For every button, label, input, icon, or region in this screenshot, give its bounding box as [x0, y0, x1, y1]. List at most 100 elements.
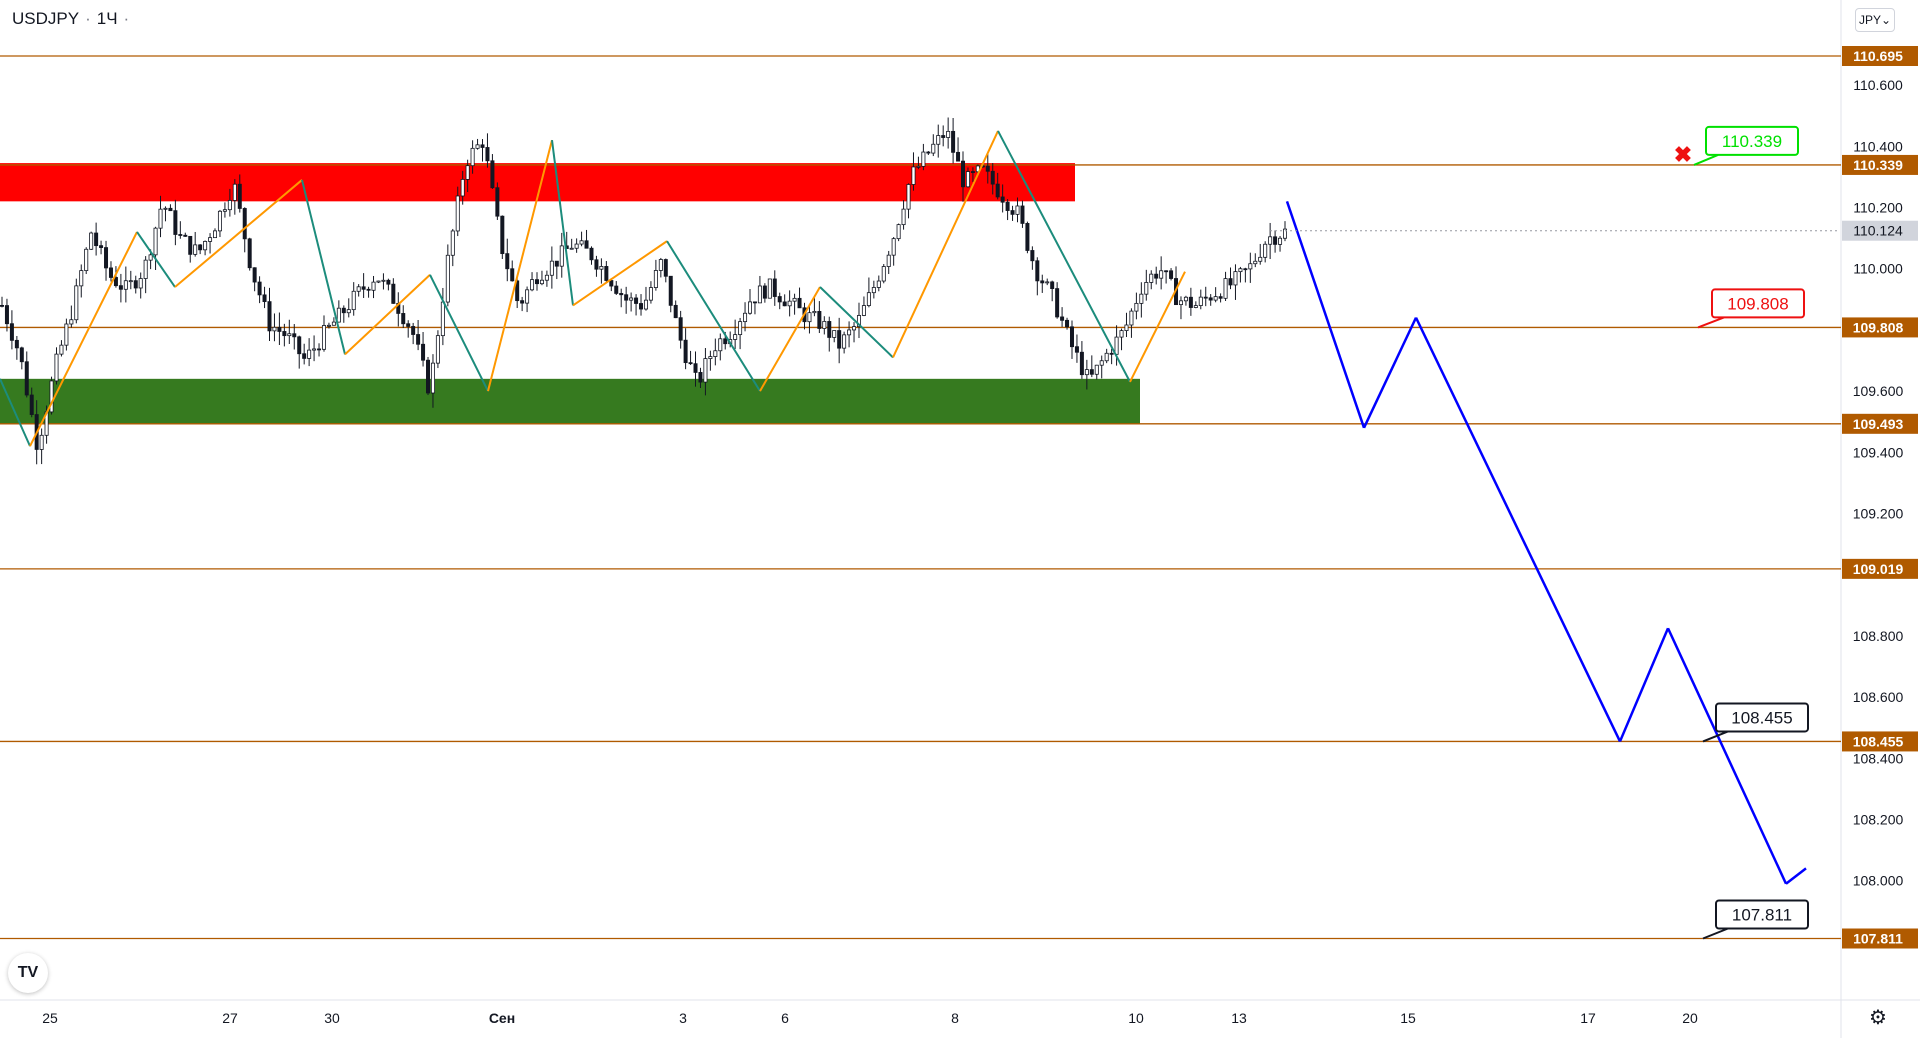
gear-icon[interactable]: ⚙	[1869, 1007, 1887, 1029]
current-price-label-text: 110.124	[1853, 223, 1903, 239]
zigzag-segment[interactable]	[487, 139, 553, 392]
candle-body	[89, 232, 94, 250]
time-axis-tick: 10	[1128, 1010, 1144, 1026]
zigzag-segment[interactable]	[174, 179, 303, 288]
candle-body	[842, 334, 847, 349]
candle-body	[762, 285, 767, 299]
candle-body	[683, 339, 688, 364]
candle-body	[272, 326, 277, 332]
candle-body	[574, 243, 579, 249]
price-callout[interactable]	[1705, 125, 1799, 156]
zigzag-segment[interactable]	[136, 231, 176, 288]
zigzag-segment[interactable]	[0, 378, 31, 447]
currency-dropdown-button[interactable]: JPY⌄	[1855, 8, 1895, 32]
zigzag-segment[interactable]	[429, 274, 489, 392]
zigzag-segment[interactable]	[819, 286, 894, 359]
candle-body	[450, 230, 455, 256]
candle-body	[901, 208, 906, 226]
candle-body	[237, 183, 242, 209]
level-price-label-text: 107.811	[1853, 931, 1903, 947]
candle-body	[222, 209, 227, 212]
candle-body	[530, 279, 535, 291]
candle-body	[624, 294, 629, 301]
candle-body	[876, 280, 881, 288]
candle-body	[559, 245, 564, 267]
candle-body	[1114, 336, 1119, 355]
zigzag-segment[interactable]	[344, 274, 431, 356]
level-price-label[interactable]	[1842, 413, 1918, 434]
candle-body	[658, 259, 663, 271]
candle-body	[455, 195, 460, 232]
candle-body	[792, 297, 797, 302]
candle-body	[985, 165, 990, 172]
candle-body	[341, 307, 346, 314]
candle-body	[307, 349, 312, 359]
candle-body	[599, 266, 604, 270]
candle-body	[1035, 260, 1040, 282]
level-price-label[interactable]	[1842, 928, 1918, 949]
zigzag-segment[interactable]	[759, 286, 821, 392]
zigzag-segment[interactable]	[551, 140, 574, 306]
forecast-arrow-segment[interactable]	[1414, 317, 1622, 742]
price-callout[interactable]	[1715, 702, 1809, 733]
support-zone[interactable]	[0, 378, 1140, 424]
zigzag-segment[interactable]	[572, 240, 668, 307]
forecast-arrow-segment[interactable]	[1618, 627, 1670, 742]
level-price-label[interactable]	[1842, 558, 1918, 579]
candle-body	[213, 230, 218, 239]
candle-body	[485, 147, 490, 162]
forecast-arrow-segment[interactable]	[1666, 627, 1788, 885]
level-price-label[interactable]	[1842, 731, 1918, 752]
forecast-arrow-segment[interactable]	[1785, 867, 1807, 885]
candle-body	[1193, 305, 1198, 308]
tradingview-logo-icon[interactable]: TV	[8, 953, 48, 993]
candle-body	[1104, 352, 1109, 362]
candle-body	[99, 245, 104, 248]
zigzag-segment[interactable]	[997, 130, 1131, 383]
candle-body	[777, 296, 782, 303]
candle-body	[1273, 236, 1278, 245]
candle-body	[688, 362, 693, 365]
zigzag-segment[interactable]	[1129, 271, 1186, 383]
candle-body	[79, 270, 84, 287]
candle-body	[1169, 270, 1174, 279]
callout-label: 110.339	[1722, 132, 1782, 151]
level-price-label[interactable]	[1842, 154, 1918, 175]
level-price-label[interactable]	[1842, 317, 1918, 338]
zigzag-segment[interactable]	[666, 240, 761, 392]
candle-body	[500, 215, 505, 255]
price-callout[interactable]	[1711, 288, 1805, 319]
zigzag-segment[interactable]	[29, 231, 138, 447]
current-price-label[interactable]	[1842, 220, 1918, 241]
time-axis-tick: 30	[324, 1010, 340, 1026]
candle-body	[772, 278, 777, 297]
symbol-header[interactable]: USDJPY · 1Ч ·	[12, 9, 135, 29]
price-callout[interactable]	[1715, 899, 1809, 930]
candle-body	[1015, 205, 1020, 215]
close-icon[interactable]: ✖	[1674, 142, 1692, 167]
candle-body	[326, 324, 331, 327]
price-axis-tick: 110.400	[1853, 138, 1903, 154]
forecast-arrow-segment[interactable]	[1285, 200, 1366, 429]
separator-dot: ·	[85, 9, 91, 28]
forecast-arrow-segment[interactable]	[1362, 317, 1418, 429]
zigzag-segment[interactable]	[892, 130, 999, 358]
candle-body	[693, 363, 698, 373]
level-price-label[interactable]	[1842, 46, 1918, 66]
chevron-down-icon: ⌄	[1880, 13, 1892, 27]
candle-body	[594, 259, 599, 270]
zigzag-segment[interactable]	[301, 179, 346, 355]
candle-body	[787, 300, 792, 307]
price-axis-tick: 109.600	[1853, 383, 1904, 399]
candle-body	[1124, 324, 1129, 332]
candle-body	[619, 293, 624, 296]
candle-body	[931, 143, 936, 154]
candle-body	[520, 300, 525, 304]
candle-body	[941, 135, 946, 138]
candle-body	[163, 207, 168, 210]
candle-body	[133, 280, 138, 289]
price-axis-tick: 110.000	[1853, 261, 1903, 277]
candle-body	[1050, 281, 1055, 289]
